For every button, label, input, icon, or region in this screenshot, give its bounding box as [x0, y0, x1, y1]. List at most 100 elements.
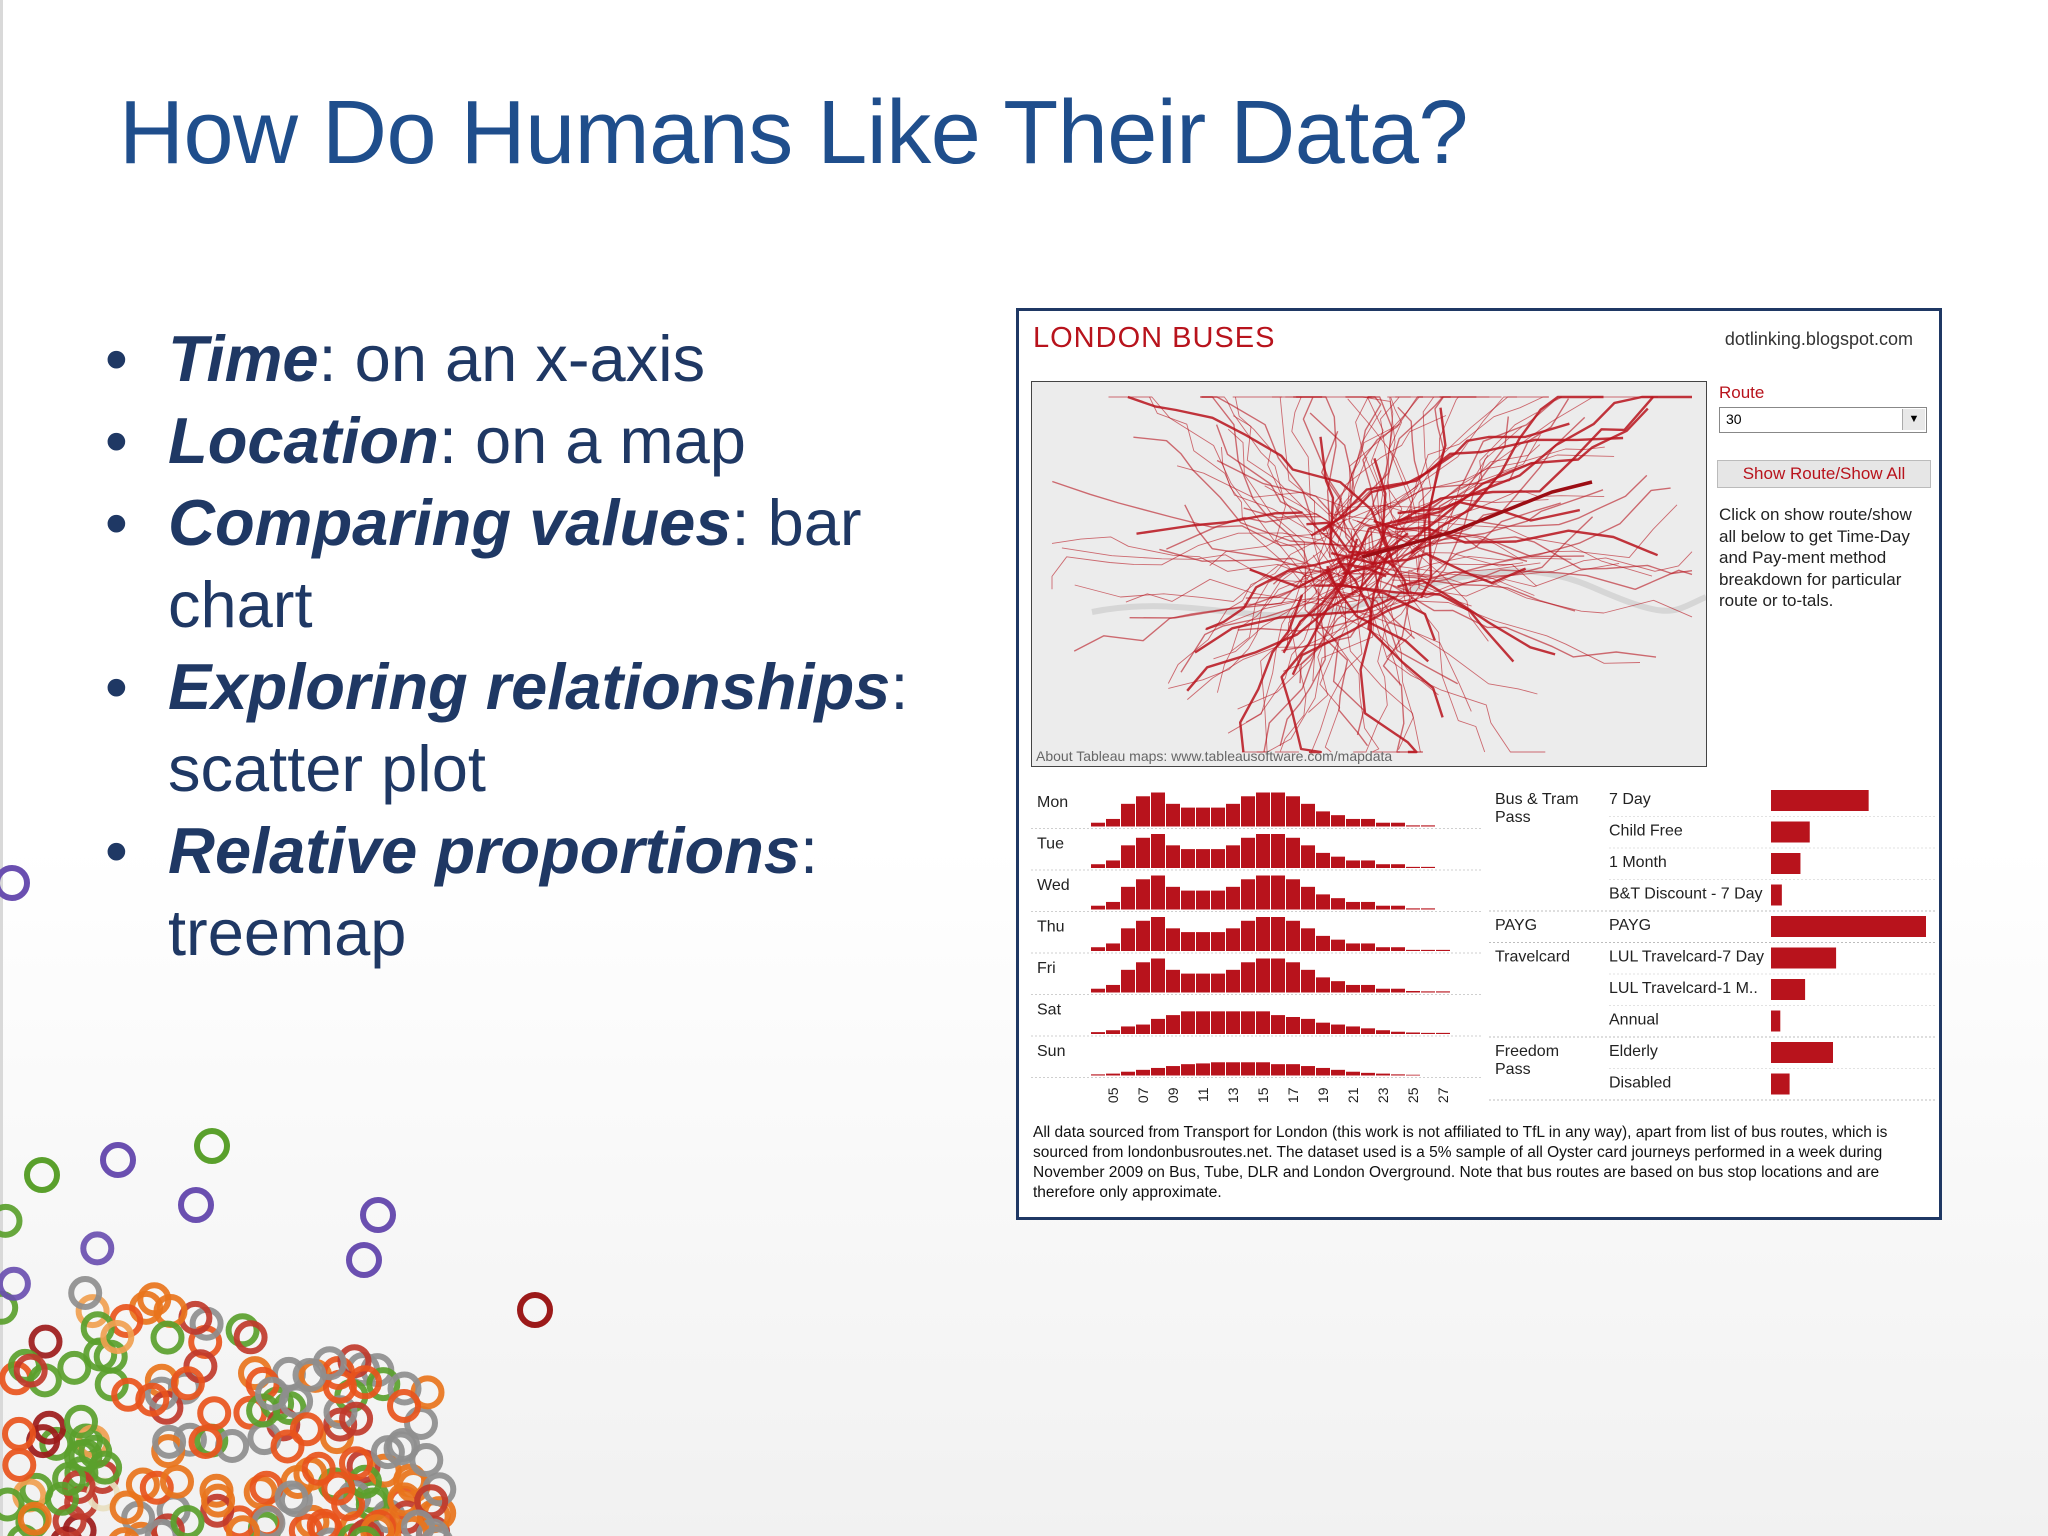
hour-bar: [1391, 947, 1405, 951]
hour-bar: [1241, 837, 1255, 868]
bullet-text: : on a map: [438, 404, 746, 477]
bullet-item: • Location: on a map: [105, 400, 985, 482]
time-day-chart: Mon Tue Wed Thu Fri Sat Sun 05 07 09 11 13 15 17 19 21 2…: [1031, 792, 1481, 1103]
hour-bar: [1361, 860, 1375, 868]
hour-bar: [1226, 886, 1240, 910]
chevron-down-icon[interactable]: ▼: [1902, 409, 1925, 430]
hour-bar: [1181, 849, 1195, 868]
hour-bar: [1271, 958, 1285, 993]
hour-bar: [1331, 981, 1345, 993]
hour-bar: [1196, 973, 1210, 993]
hour-bar: [1151, 958, 1165, 993]
payment-bar: [1771, 821, 1810, 843]
payment-item-label: Child Free: [1609, 823, 1683, 840]
payment-bar: [1771, 1042, 1833, 1063]
hour-bar: [1151, 792, 1165, 827]
hour-bar: [1181, 932, 1195, 951]
bullet-list: • Time: on an x-axis • Location: on a map • C…: [105, 318, 985, 974]
hour-bar: [1361, 901, 1375, 910]
payment-item-label: LUL Travelcard-1 M..: [1609, 980, 1758, 997]
hour-bar: [1331, 815, 1345, 827]
hour-tick-label: 13: [1225, 1087, 1241, 1103]
hour-bar: [1091, 822, 1105, 827]
hour-bar: [1376, 822, 1390, 827]
bullet-dot: •: [105, 814, 128, 887]
slide-title: How Do Humans Like Their Data?: [119, 83, 1468, 183]
bullet-item: • Time: on an x-axis: [105, 318, 985, 400]
hour-bar: [1406, 1074, 1420, 1076]
hour-tick-label: 25: [1405, 1087, 1421, 1103]
hour-bar: [1241, 920, 1255, 951]
hour-bar: [1346, 901, 1360, 910]
hour-bar: [1316, 811, 1330, 827]
hour-bar: [1406, 949, 1420, 951]
hour-bar: [1226, 845, 1240, 868]
payment-item-label: 7 Day: [1609, 791, 1651, 808]
bullet-text: : treemap: [168, 814, 819, 969]
show-route-button[interactable]: Show Route/Show All: [1717, 460, 1931, 488]
payment-bar: [1771, 1073, 1790, 1095]
hour-bar: [1256, 1062, 1270, 1076]
day-label: Thu: [1037, 919, 1065, 936]
payment-bar: [1771, 979, 1806, 1000]
hour-bar: [1421, 991, 1435, 993]
hour-bar: [1181, 807, 1195, 827]
hour-bar: [1091, 947, 1105, 951]
hour-tick-label: 27: [1435, 1087, 1451, 1103]
hour-bar: [1301, 803, 1315, 827]
hour-bar: [1241, 796, 1255, 827]
payment-item-label: Elderly: [1609, 1043, 1658, 1060]
hour-bar: [1346, 943, 1360, 951]
decorative-circles: [0, 865, 553, 1536]
hour-bar: [1151, 917, 1165, 951]
hour-bar: [1286, 920, 1300, 951]
hour-bar: [1331, 898, 1345, 910]
hour-bar: [1391, 905, 1405, 910]
hour-bar: [1331, 856, 1345, 868]
payment-group-label: Bus & Tram Pass: [1495, 791, 1579, 826]
hour-bar: [1106, 1073, 1120, 1076]
hour-bar: [1361, 943, 1375, 951]
hour-bar: [1406, 825, 1420, 827]
hour-bar: [1391, 822, 1405, 827]
bullet-term: Exploring relationships: [168, 650, 891, 723]
hour-bar: [1241, 1011, 1255, 1034]
hour-bar: [1406, 1032, 1420, 1034]
footnote: All data sourced from Transport for Lond…: [1033, 1124, 1888, 1201]
bus-route-map[interactable]: About Tableau maps: www.tableausoftware.…: [1031, 381, 1707, 767]
hour-bar: [1091, 864, 1105, 868]
hour-bar: [1331, 1024, 1345, 1034]
hour-bar: [1121, 1026, 1135, 1034]
hour-bar: [1226, 969, 1240, 993]
hour-bar: [1346, 1071, 1360, 1076]
hour-bar: [1376, 988, 1390, 993]
hour-bar: [1211, 1011, 1225, 1034]
hour-bar: [1136, 796, 1150, 827]
hour-bar: [1196, 807, 1210, 827]
hour-bar: [1376, 1030, 1390, 1034]
hour-bar: [1301, 1066, 1315, 1076]
hour-bar: [1136, 920, 1150, 951]
hour-bar: [1241, 962, 1255, 993]
hour-bar: [1346, 1026, 1360, 1034]
route-select[interactable]: 30 ▼: [1719, 407, 1927, 433]
hour-bar: [1406, 866, 1420, 868]
bus-route-network: [1032, 382, 1706, 766]
hour-bar: [1421, 949, 1435, 951]
hour-bar: [1391, 864, 1405, 868]
hour-bar: [1226, 803, 1240, 827]
hour-bar: [1286, 796, 1300, 827]
hour-bar: [1166, 1066, 1180, 1076]
payment-item-label: B&T Discount - 7 Day: [1609, 886, 1763, 903]
hour-bar: [1091, 1074, 1105, 1076]
hour-bar: [1151, 834, 1165, 868]
london-buses-dashboard: LONDON BUSES dotlinking.blogspot.com Abo…: [1016, 308, 1942, 1220]
hour-bar: [1256, 834, 1270, 868]
payment-group-label: Travelcard: [1495, 949, 1570, 966]
hour-bar: [1166, 845, 1180, 868]
day-label: Mon: [1037, 794, 1068, 811]
bullet-dot: •: [105, 486, 128, 559]
hour-bar: [1211, 849, 1225, 868]
hour-bar: [1286, 837, 1300, 868]
hour-bar: [1436, 949, 1450, 951]
